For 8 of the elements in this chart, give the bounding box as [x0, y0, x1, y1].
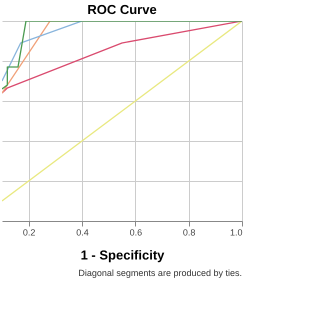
chart-title: ROC Curve: [87, 2, 157, 17]
x-tick-label: 0.2: [22, 228, 36, 238]
x-tick-label: 0.4: [76, 228, 89, 238]
x-axis-title: 1 - Specificity: [80, 248, 166, 262]
x-tick-label: 0.8: [182, 228, 196, 238]
x-tick-label: 1.0: [230, 228, 242, 238]
text: Diagonal segments are produced by ties.: [78, 268, 242, 278]
x-tick-label: 0.6: [130, 228, 142, 238]
